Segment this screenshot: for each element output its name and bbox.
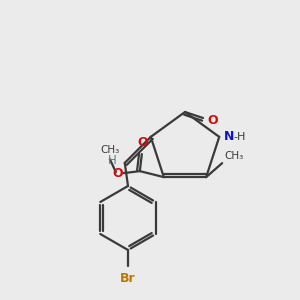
Text: O: O [137, 136, 148, 149]
Text: N: N [224, 130, 235, 143]
Text: O: O [207, 113, 217, 127]
Text: CH₃: CH₃ [100, 145, 119, 155]
Text: CH₃: CH₃ [224, 151, 243, 161]
Text: Br: Br [120, 272, 136, 285]
Text: H: H [108, 154, 117, 167]
Text: -H: -H [233, 132, 246, 142]
Text: O: O [112, 167, 123, 180]
